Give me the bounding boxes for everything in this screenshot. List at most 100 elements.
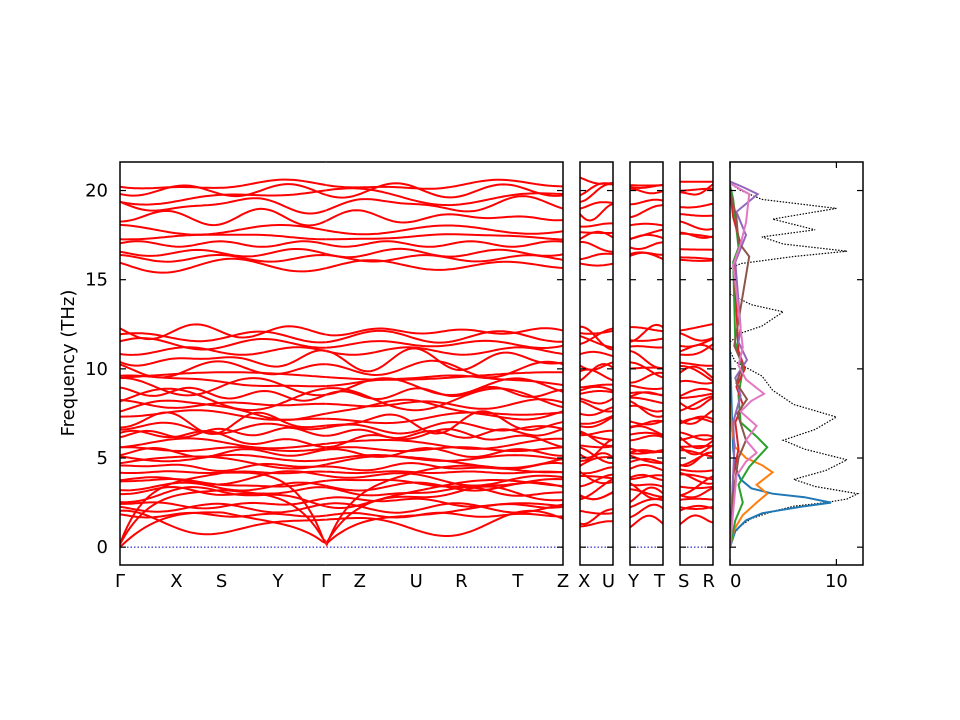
phonon-band <box>580 452 613 462</box>
phonon-band <box>120 470 563 475</box>
phonon-band <box>630 350 663 369</box>
phonon-band <box>680 431 713 441</box>
phonon-band <box>120 207 563 227</box>
phonon-band <box>580 329 613 335</box>
phonon-band <box>680 213 713 217</box>
phonon-band <box>580 429 613 437</box>
phonon-band <box>680 202 713 209</box>
phonon-band <box>680 497 713 501</box>
phonon-band <box>580 416 613 429</box>
phonon-band <box>680 379 713 385</box>
phonon-band <box>630 473 663 482</box>
phonon-band <box>120 428 563 449</box>
phonon-band <box>120 247 563 259</box>
phonon-band <box>680 332 713 342</box>
phonon-band <box>120 376 563 397</box>
y-tick-label: 5 <box>97 448 108 469</box>
phonon-band <box>630 391 663 398</box>
phonon-band <box>630 458 663 465</box>
phonon-band <box>680 451 713 467</box>
phonon-band <box>120 485 563 509</box>
phonon-band <box>120 178 563 190</box>
kpoint-label: S <box>216 571 227 592</box>
phonon-band <box>120 371 563 381</box>
phonon-band <box>580 399 613 413</box>
phonon-band <box>580 520 613 528</box>
band-panel-2 <box>580 176 613 548</box>
phonon-band <box>580 466 613 475</box>
phonon-band <box>680 468 713 473</box>
kpoint-label: T <box>511 571 524 592</box>
phonon-band <box>630 447 663 454</box>
phonon-band <box>580 508 613 526</box>
phonon-band <box>630 503 663 519</box>
phonon-band <box>580 444 613 449</box>
phonon-band <box>680 392 713 399</box>
phonon-band <box>680 365 713 383</box>
phonon-band <box>680 487 713 499</box>
kpoint-label: Γ <box>321 571 331 592</box>
phonon-band <box>580 368 613 382</box>
phonon-band <box>680 444 713 448</box>
dos-panel <box>730 180 860 548</box>
phonon-band <box>630 222 663 227</box>
phonon-band <box>120 509 563 537</box>
phonon-band <box>680 387 713 398</box>
phonon-band <box>120 453 563 463</box>
kpoint-label: X <box>170 571 182 592</box>
phonon-band <box>680 395 713 412</box>
dos-tick-label: 10 <box>825 571 848 592</box>
kpoint-label: Y <box>272 571 285 592</box>
phonon-band <box>580 176 613 185</box>
total-dos-line <box>730 182 860 548</box>
phonon-band <box>120 502 563 514</box>
y-axis-label: Frequency (THz) <box>58 290 79 437</box>
phonon-band <box>120 182 563 199</box>
phonon-band <box>630 404 663 413</box>
phonon-band <box>580 456 613 467</box>
dos-frame <box>729 161 864 566</box>
phonon-band <box>630 419 663 426</box>
phonon-band <box>580 325 613 351</box>
phonon-band <box>630 241 663 251</box>
phonon-band <box>580 327 613 346</box>
phonon-band <box>680 337 713 348</box>
phonon-band <box>580 390 613 395</box>
band-panel-1 <box>120 178 563 548</box>
y-tick-label: 15 <box>85 270 108 291</box>
phonon-band <box>630 361 663 379</box>
acoustic-band <box>120 502 563 548</box>
phonon-band <box>680 396 713 411</box>
phonon-band <box>580 350 613 358</box>
phonon-band <box>120 195 563 215</box>
phonon-band <box>120 257 563 274</box>
partial-dos-line <box>730 180 760 548</box>
phonon-band <box>580 475 613 480</box>
phonon-band <box>120 323 563 341</box>
kpoint-label: U <box>602 571 615 592</box>
panel-frame <box>579 161 614 566</box>
phonon-band <box>680 434 713 442</box>
phonon-band <box>630 251 663 257</box>
phonon-band <box>630 488 663 498</box>
phonon-band <box>580 406 613 417</box>
phonon-band <box>120 187 563 207</box>
panel-frame <box>119 161 564 566</box>
phonon-band <box>120 398 563 410</box>
kpoint-label: U <box>410 571 423 592</box>
phonon-band <box>120 470 563 487</box>
acoustic-band <box>120 479 563 545</box>
phonon-band <box>580 241 613 253</box>
phonon-band <box>630 486 663 503</box>
phonon-band <box>630 204 663 219</box>
phonon-band <box>120 485 563 497</box>
kpoint-label: T <box>653 571 666 592</box>
phonon-band <box>630 514 663 529</box>
band-panel-4 <box>680 180 713 548</box>
phonon-band <box>680 323 713 332</box>
y-tick-label: 0 <box>97 537 108 558</box>
phonon-band <box>680 514 713 526</box>
phonon-band <box>630 464 663 472</box>
phonon-band <box>680 415 713 425</box>
